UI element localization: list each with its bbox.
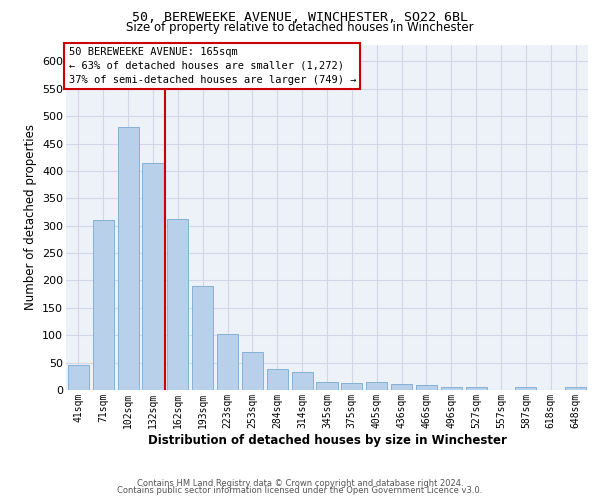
Bar — [167, 218, 188, 390]
Text: 50 BEREWEEKE AVENUE: 165sqm
← 63% of detached houses are smaller (1,272)
37% of : 50 BEREWEEKE AVENUE: 165sqm ← 63% of det… — [68, 46, 356, 84]
Bar — [341, 383, 362, 390]
Bar — [217, 334, 238, 390]
Y-axis label: Number of detached properties: Number of detached properties — [23, 124, 37, 310]
Bar — [515, 388, 536, 390]
Bar — [68, 365, 89, 390]
Bar — [366, 382, 387, 390]
Bar — [416, 384, 437, 390]
Bar — [142, 162, 164, 390]
Bar — [118, 127, 139, 390]
Bar — [93, 220, 114, 390]
X-axis label: Distribution of detached houses by size in Winchester: Distribution of detached houses by size … — [148, 434, 506, 446]
Bar — [391, 384, 412, 390]
Text: Contains public sector information licensed under the Open Government Licence v3: Contains public sector information licen… — [118, 486, 482, 495]
Bar — [192, 286, 213, 390]
Bar — [466, 388, 487, 390]
Bar — [316, 382, 338, 390]
Bar — [292, 372, 313, 390]
Bar — [267, 369, 288, 390]
Bar — [242, 352, 263, 390]
Text: 50, BEREWEEKE AVENUE, WINCHESTER, SO22 6BL: 50, BEREWEEKE AVENUE, WINCHESTER, SO22 6… — [132, 11, 468, 24]
Bar — [441, 386, 462, 390]
Text: Contains HM Land Registry data © Crown copyright and database right 2024.: Contains HM Land Registry data © Crown c… — [137, 478, 463, 488]
Text: Size of property relative to detached houses in Winchester: Size of property relative to detached ho… — [126, 21, 474, 34]
Bar — [565, 388, 586, 390]
